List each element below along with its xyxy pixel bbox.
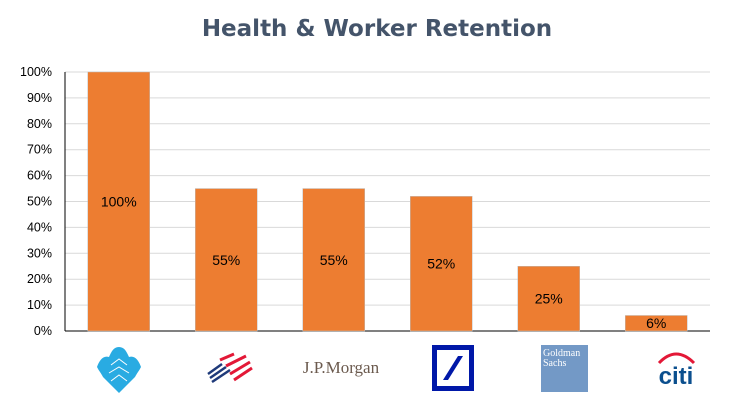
bar-goldman-sachs	[517, 266, 580, 332]
y-tick-label: 70%	[27, 143, 52, 157]
bank-of-america-logo	[207, 352, 253, 384]
bar-j-p-morgan	[302, 188, 365, 332]
svg-text:citi: citi	[659, 363, 694, 390]
y-tick-label: 30%	[27, 246, 52, 260]
barclays-logo	[97, 347, 141, 393]
bar-bank-of-america	[195, 188, 258, 332]
y-tick-label: 40%	[27, 220, 52, 234]
y-tick-label: 60%	[27, 169, 52, 183]
citi-logo: citi	[657, 352, 696, 390]
y-tick-label: 80%	[27, 117, 52, 131]
data-label: 55%	[212, 252, 240, 268]
bar-deutsche-bank	[410, 196, 473, 332]
deutsche-bank-logo	[432, 345, 474, 391]
y-tick-label: 90%	[27, 91, 52, 105]
svg-text:Sachs: Sachs	[543, 358, 566, 369]
data-label: 25%	[535, 291, 563, 307]
chart-title: Health & Worker Retention	[202, 16, 552, 42]
bar-citi	[625, 315, 688, 332]
y-tick-label: 50%	[27, 195, 52, 209]
y-tick-label: 0%	[34, 324, 52, 338]
y-tick-label: 20%	[27, 272, 52, 286]
data-label: 100%	[101, 194, 137, 210]
data-label: 6%	[646, 315, 666, 331]
bar-barclays	[87, 71, 150, 332]
y-tick-label: 10%	[27, 298, 52, 312]
data-label: 52%	[427, 256, 455, 272]
y-tick-label: 100%	[20, 65, 52, 79]
data-label: 55%	[320, 252, 348, 268]
svg-text:Goldman: Goldman	[543, 348, 580, 359]
goldman-sachs-logo: Goldman Sachs	[541, 345, 588, 392]
jpmorgan-logo: J.P.Morgan	[303, 358, 380, 377]
